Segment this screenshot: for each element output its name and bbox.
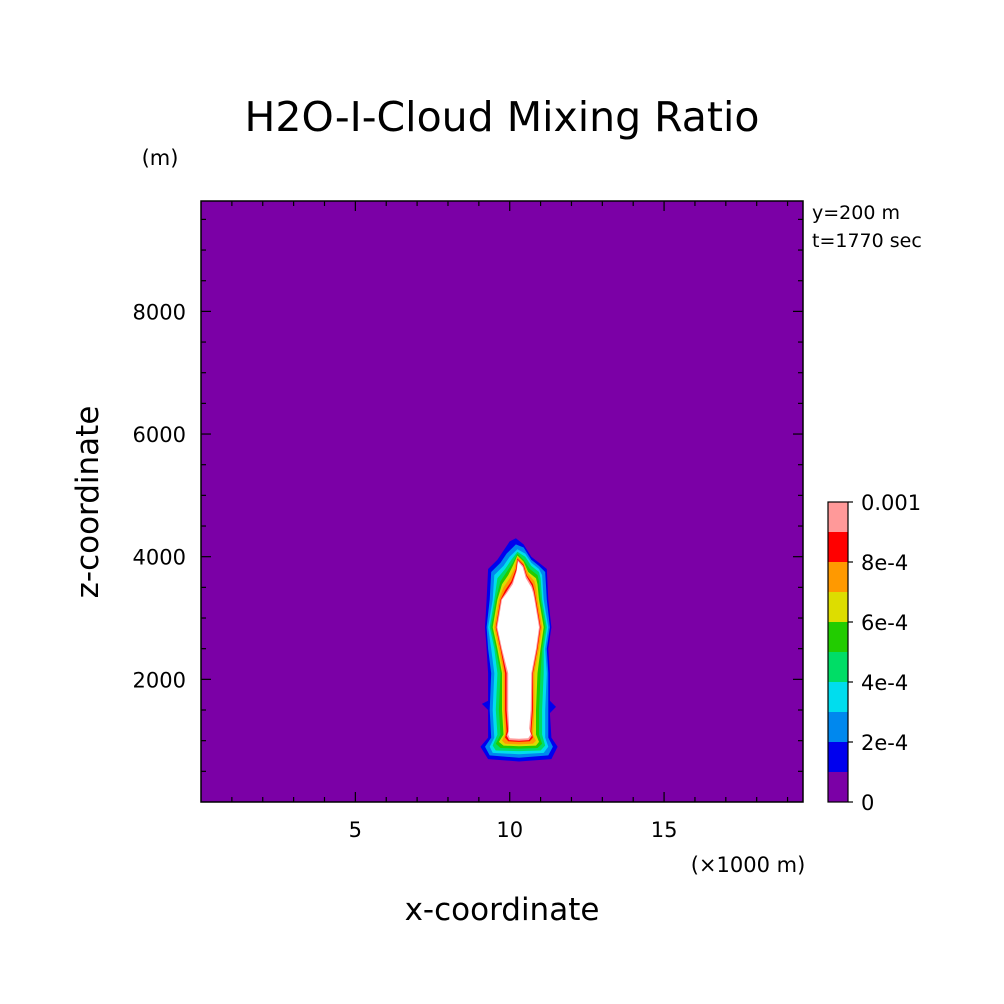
y-tick-label: 6000 <box>133 423 186 447</box>
annotation-y-position: y=200 m <box>812 202 900 224</box>
colorbar-frame <box>827 501 849 803</box>
y-axis: 2000 4000 6000 8000 <box>133 218 803 772</box>
chart-title: H2O-I-Cloud Mixing Ratio <box>245 93 760 141</box>
colorbar-swatch <box>828 592 848 622</box>
contour-band-10 <box>497 561 539 739</box>
y-tick-label: 4000 <box>133 546 186 570</box>
x-axis-label: x-coordinate <box>405 892 600 928</box>
colorbar-swatch <box>828 622 848 652</box>
colorbar: 0 2e-4 4e-4 6e-4 8e-4 0.001 <box>827 491 921 815</box>
colorbar-swatch <box>828 712 848 742</box>
x-axis: 5 10 15 <box>231 201 789 842</box>
y-axis-unit: (m) <box>142 146 179 170</box>
x-tick-label: 15 <box>651 818 678 842</box>
x-tick-label: 5 <box>349 818 362 842</box>
y-tick-label: 8000 <box>133 300 186 324</box>
y-axis-label: z-coordinate <box>70 406 106 599</box>
x-tick-label: 10 <box>496 818 523 842</box>
colorbar-tick-label: 8e-4 <box>861 551 908 575</box>
colorbar-tick-label: 0.001 <box>861 491 921 515</box>
colorbar-tick-label: 6e-4 <box>861 611 908 635</box>
colorbar-swatch <box>828 682 848 712</box>
colorbar-tick-label: 0 <box>861 791 874 815</box>
plot-frame <box>200 200 804 803</box>
colorbar-swatch <box>828 742 848 772</box>
colorbar-tick-label: 2e-4 <box>861 731 908 755</box>
annotation-time: t=1770 sec <box>812 230 922 252</box>
x-axis-unit: (×1000 m) <box>691 853 806 877</box>
contour-group <box>480 538 558 762</box>
colorbar-swatch <box>828 772 848 802</box>
colorbar-tick-label: 4e-4 <box>861 671 908 695</box>
colorbar-swatch <box>828 532 848 562</box>
plot-area <box>200 200 804 803</box>
y-tick-label: 2000 <box>133 668 186 692</box>
colorbar-swatch <box>828 652 848 682</box>
colorbar-swatch <box>828 502 848 532</box>
colorbar-swatch <box>828 562 848 592</box>
